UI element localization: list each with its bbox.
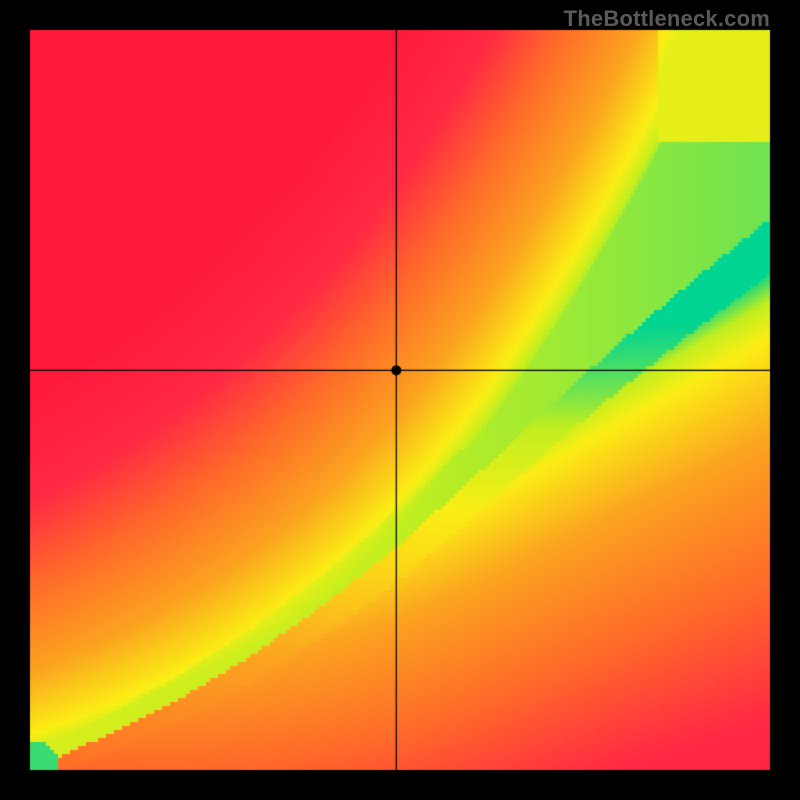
chart-container: TheBottleneck.com [0, 0, 800, 800]
heatmap-canvas [0, 0, 800, 800]
